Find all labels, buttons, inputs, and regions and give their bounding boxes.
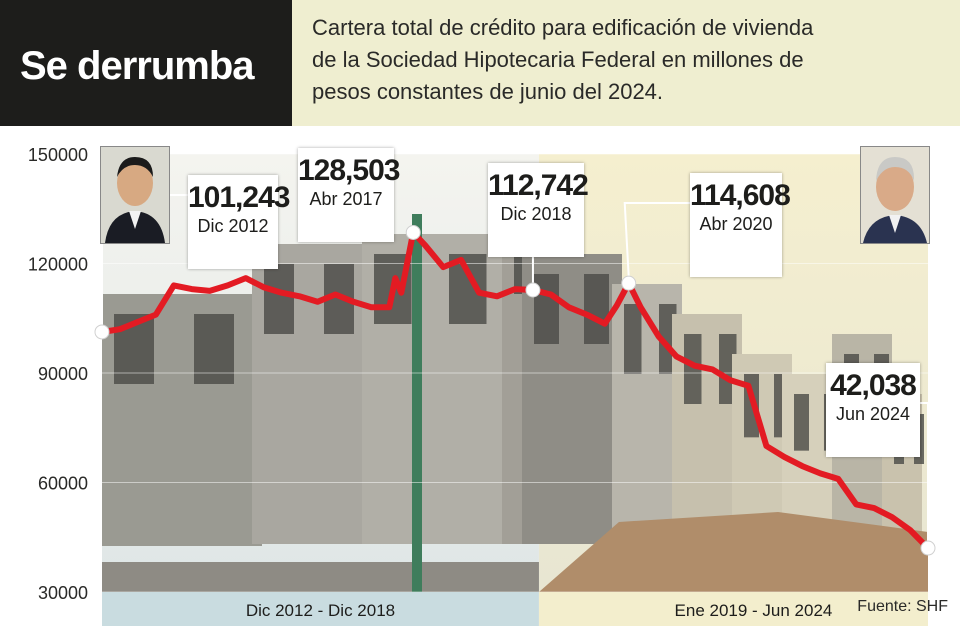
annotation-box: 112,742 Dic 2018 xyxy=(488,163,589,257)
data-point-marker xyxy=(525,282,541,298)
period-band-1 xyxy=(102,592,539,626)
y-tick-label: 60000 xyxy=(38,474,88,494)
annotation-pointer xyxy=(920,402,929,543)
series-line xyxy=(99,229,931,552)
y-axis-ticks: 150000 120000 90000 60000 30000 xyxy=(28,145,88,603)
right-portrait xyxy=(860,146,930,244)
annotation-box: 42,038 Jun 2024 xyxy=(826,363,920,457)
y-tick-label: 150000 xyxy=(28,145,88,165)
annotation-pointer xyxy=(623,202,690,278)
annotation-value: 128,503 xyxy=(298,154,400,187)
period-label-1: Dic 2012 - Dic 2018 xyxy=(246,601,395,620)
building-window xyxy=(264,264,294,334)
building-window xyxy=(194,314,234,384)
period-label-2: Ene 2019 - Jun 2024 xyxy=(675,601,833,620)
dirt-ground xyxy=(538,512,928,592)
chart-title: Se derrumba xyxy=(20,44,255,88)
annotation-value: 114,608 xyxy=(690,179,791,212)
annotation-date: Dic 2012 xyxy=(197,216,269,236)
y-tick-label: 90000 xyxy=(38,364,88,384)
annotation-value: 101,243 xyxy=(188,181,290,214)
man-portrait-icon xyxy=(101,147,169,243)
title-banner: Se derrumba xyxy=(0,0,292,126)
y-tick-label: 30000 xyxy=(38,583,88,603)
green-pole xyxy=(412,214,422,592)
series-line-layer xyxy=(94,224,936,556)
building-window xyxy=(584,274,609,344)
annotation-date: Abr 2017 xyxy=(309,189,383,209)
chart-subtitle: Cartera total de crédito para edificació… xyxy=(312,15,814,104)
annotation-box: 101,243 Dic 2012 xyxy=(188,175,290,269)
source-label: Fuente: SHF xyxy=(857,598,948,615)
data-point-marker xyxy=(621,275,637,291)
data-point-marker xyxy=(405,224,421,240)
left-portrait xyxy=(100,146,170,244)
ground-left xyxy=(102,562,539,592)
building-window xyxy=(684,334,702,404)
data-point-marker xyxy=(94,324,110,340)
annotation-date: Jun 2024 xyxy=(835,404,911,424)
period-bands: Dic 2012 - Dic 2018 Ene 2019 - Jun 2024 xyxy=(102,592,928,626)
period-band-2 xyxy=(538,592,928,626)
data-point-marker xyxy=(920,540,936,556)
y-tick-label: 120000 xyxy=(28,255,88,275)
annotation-box: 114,608 Abr 2020 xyxy=(690,173,791,277)
annotation-value: 42,038 xyxy=(830,369,917,402)
man-portrait-icon xyxy=(861,147,929,243)
annotation-value: 112,742 xyxy=(488,169,589,202)
annotation-date: Abr 2020 xyxy=(699,214,773,234)
subtitle-banner: Cartera total de crédito para edificació… xyxy=(292,0,960,126)
annotation-date: Dic 2018 xyxy=(500,204,572,224)
building-window xyxy=(624,304,642,374)
annotation-box: 128,503 Abr 2017 xyxy=(298,148,400,242)
building-window xyxy=(794,394,809,451)
